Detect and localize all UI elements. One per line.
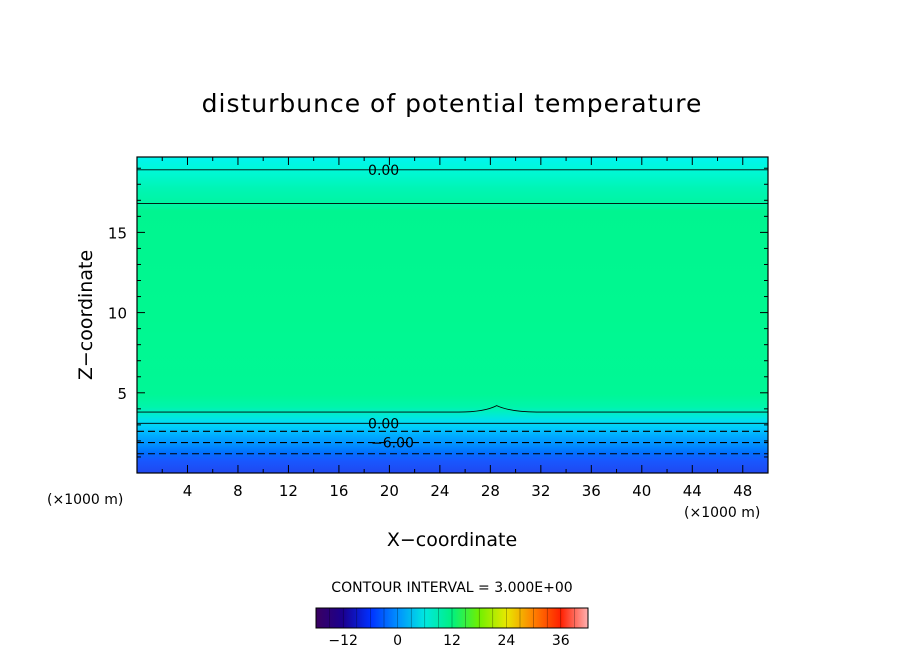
plot-frame [136, 156, 769, 474]
x-tick-label: 16 [329, 482, 348, 500]
x-tick-label: 40 [632, 482, 651, 500]
x-tick-label: 12 [279, 482, 298, 500]
x-tick-label: 8 [233, 482, 243, 500]
x-tick-label: 24 [430, 482, 449, 500]
colorbar-ticks: −12 0 12 24 36 [315, 608, 589, 649]
y-tick-label: 10 [108, 305, 127, 323]
x-axis-label: X−coordinate [387, 529, 517, 551]
colorbar-tick-label: 12 [443, 633, 461, 649]
colorbar-tick-label: 0 [393, 633, 402, 649]
x-tick-label: 32 [531, 482, 550, 500]
contour-field [137, 157, 768, 473]
colorbar-tick-label: −12 [328, 633, 358, 649]
contour-line-2 [137, 405, 768, 413]
x-tick-label: 36 [582, 482, 601, 500]
contour-label-0: 0.00 [368, 163, 399, 179]
x-tick-label: 28 [481, 482, 500, 500]
contour-interval-label: CONTOUR INTERVAL = 3.000E+00 [331, 580, 572, 596]
colorbar-tick-label: 36 [552, 633, 570, 649]
y-tick-label: 15 [108, 224, 127, 242]
x-unit-left: (×1000 m) [47, 492, 123, 508]
y-axis-label: Z−coordinate [75, 250, 97, 380]
contour-label-2: −6.00 [371, 436, 414, 452]
colorbar-tick-label: 24 [497, 633, 515, 649]
x-tick-label: 44 [683, 482, 702, 500]
contour-label-1: 0.00 [368, 416, 399, 432]
x-tick-label: 48 [733, 482, 752, 500]
x-tick-label: 4 [183, 482, 193, 500]
chart-title: disturbunce of potential temperature [202, 89, 703, 118]
y-tick-label: 5 [117, 385, 127, 403]
contour-lines: 0.00 0.00 −6.00 [137, 163, 768, 455]
x-tick-label: 20 [380, 482, 399, 500]
x-unit-right: (×1000 m) [684, 505, 760, 521]
